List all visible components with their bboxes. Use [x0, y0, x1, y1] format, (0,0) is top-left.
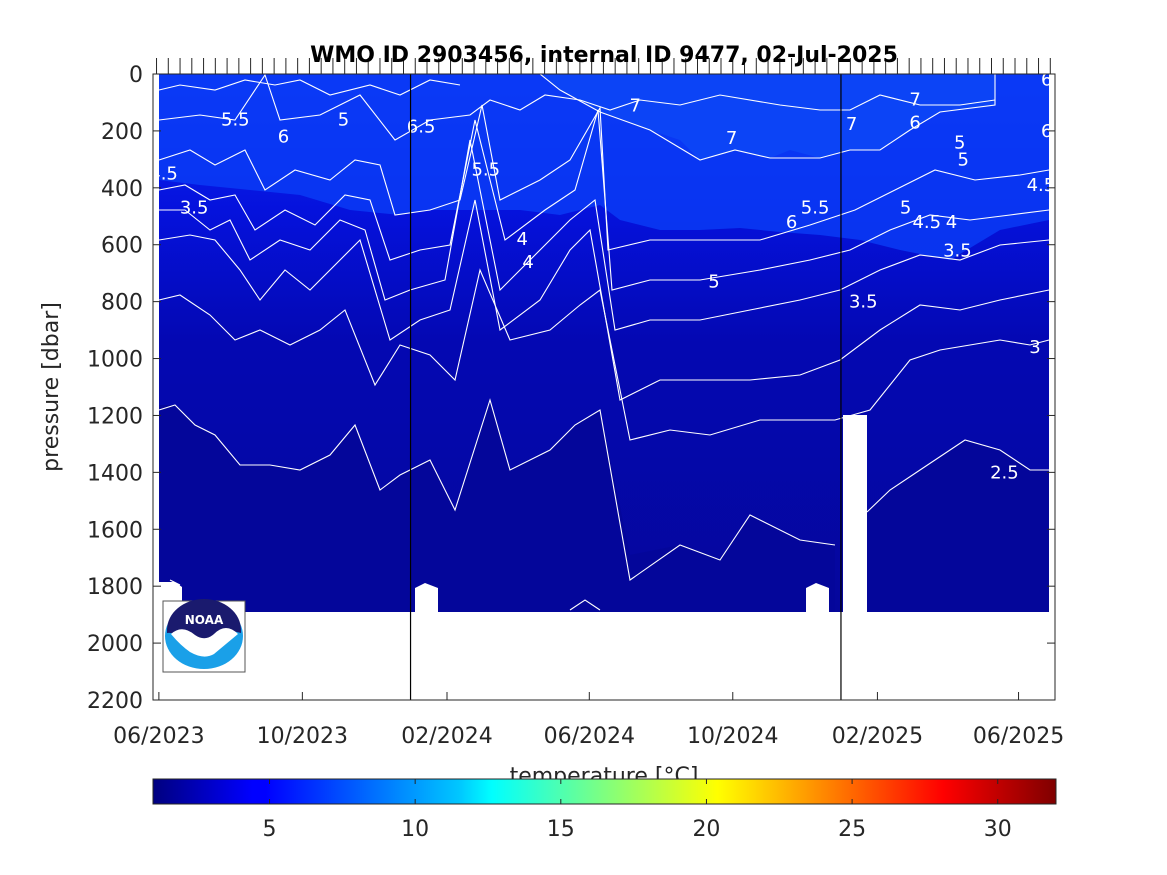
contour-label: 6	[278, 127, 289, 148]
colorbar-tick-label: 30	[984, 817, 1012, 842]
contour-lines	[158, 74, 1050, 611]
x-tick-label: 06/2025	[973, 724, 1064, 749]
year-boundary-lines	[409, 74, 842, 700]
contour-label: 3	[1029, 337, 1040, 358]
contour-label: 6	[909, 112, 920, 133]
x-axis: 06/2023 10/2023 02/2024 06/2024 10/2024 02/20…	[113, 692, 1064, 749]
contour-label: 4.5	[912, 212, 941, 233]
y-axis: 0 200 400 600 800 1000 1200 1400 1600 1800 2000 220…	[87, 63, 1055, 714]
contour-label: 2.5	[990, 462, 1019, 483]
contour-label: 7	[726, 128, 737, 149]
contour-label: 5	[338, 110, 349, 131]
colorbar-tick-label: 25	[838, 817, 866, 842]
contour-label: 7	[846, 114, 857, 135]
axes-frame	[152, 73, 1056, 701]
y-tick-label: 600	[101, 234, 143, 259]
y-tick-label: 1600	[87, 518, 143, 543]
contour-label: 5	[708, 272, 719, 293]
no-data-region	[1049, 74, 1055, 700]
y-tick-label: 2200	[87, 689, 143, 714]
contour-label: 5.5	[471, 159, 500, 180]
y-axis-label: pressure [dbar]	[39, 302, 64, 472]
y-tick-label: 2000	[87, 632, 143, 657]
contour-label: 4	[517, 229, 528, 250]
contour-label: 7	[909, 90, 920, 111]
contour-label: 4.5	[1027, 175, 1056, 196]
contour-label: 4	[522, 252, 533, 273]
contour-label: 5	[954, 132, 965, 153]
no-data-regions	[159, 74, 1055, 700]
contour-label: 6	[1041, 70, 1052, 91]
contour-line	[158, 104, 1050, 251]
chart-title: WMO ID 2903456, internal ID 9477, 02-Jul…	[310, 43, 898, 68]
profile-ticks	[156, 58, 1051, 74]
colorbar-ticks: 5 10 15 20 25 30	[263, 779, 1012, 842]
y-tick-label: 1200	[87, 404, 143, 429]
contour-label: 5.5	[801, 198, 830, 219]
contour-line	[158, 398, 836, 581]
contour-label: 3.5	[849, 292, 878, 313]
y-tick-label: 1800	[87, 575, 143, 600]
contour-line	[158, 268, 1050, 441]
colorbar	[152, 778, 1057, 805]
deep-layer-patch-2	[867, 440, 1049, 612]
contour-line	[539, 74, 996, 161]
contour-label: 6.5	[407, 117, 436, 138]
contour-label: 5.5	[221, 110, 250, 131]
contour-line	[569, 599, 601, 611]
x-tick-label: 06/2024	[544, 724, 635, 749]
contour-line	[158, 199, 1050, 401]
y-tick-label: 200	[101, 120, 143, 145]
x-tick-label: 06/2023	[113, 724, 204, 749]
contour-line	[158, 74, 996, 141]
contour-label: 6	[786, 212, 797, 233]
colorbar-tick-label: 15	[547, 817, 575, 842]
x-tick-label: 10/2024	[687, 724, 778, 749]
x-tick-label: 02/2025	[832, 724, 923, 749]
noaa-logo-text: NOAA	[185, 613, 224, 627]
y-tick-label: 0	[129, 63, 143, 88]
contour-label: 7	[629, 95, 640, 116]
noaa-logo: NOAA	[162, 599, 246, 673]
contour-line	[866, 439, 1049, 513]
y-tick-label: 1400	[87, 461, 143, 486]
no-data-region	[806, 583, 829, 612]
colorbar-tick-label: 5	[263, 817, 277, 842]
colorbar-tick-label: 10	[401, 817, 429, 842]
contour-line	[158, 109, 1050, 291]
contour-label: 4.5	[149, 164, 178, 185]
contour-label: 4	[946, 212, 957, 233]
contour-line	[159, 139, 1050, 331]
y-tick-label: 400	[101, 177, 143, 202]
contour-label: 6	[1041, 121, 1052, 142]
contour-label: 3.5	[180, 198, 209, 219]
contour-label: 3.5	[943, 240, 972, 261]
x-tick-label: 02/2024	[401, 724, 492, 749]
no-data-region	[843, 415, 867, 700]
no-data-region	[159, 612, 1049, 700]
x-tick-label: 10/2023	[257, 724, 348, 749]
upper-layer-patch	[159, 74, 1049, 260]
contour-label: 5	[900, 198, 911, 219]
y-tick-label: 1000	[87, 348, 143, 373]
contour-label: 5	[958, 149, 969, 170]
no-data-region	[415, 583, 438, 612]
colorbar-tick-label: 20	[692, 817, 720, 842]
deep-layer-patch	[159, 400, 835, 612]
y-tick-label: 800	[101, 291, 143, 316]
